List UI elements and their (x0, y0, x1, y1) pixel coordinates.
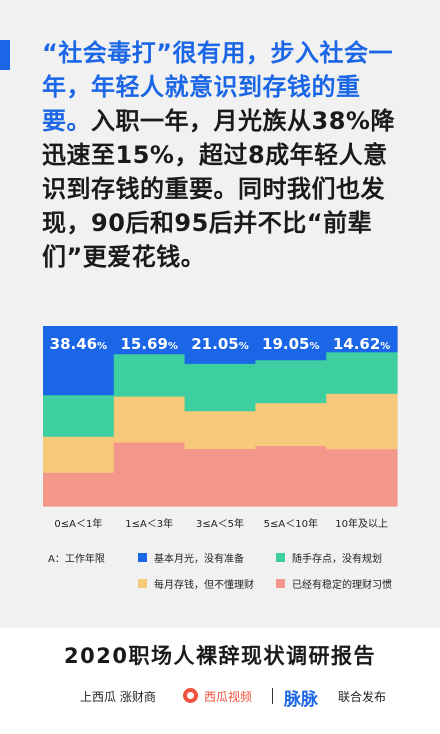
headline-highlight: “社会毒打”很有用，步入社会一年，年轻人就意识到存钱的重要。 (42, 39, 394, 135)
bar-segment-0-3 (43, 472, 115, 507)
report-title: 2020职场人裸辞现状调研报告 (64, 644, 376, 668)
stacked-bar-chart: 38.46% 0≤A＜1年 15.69% 1≤A＜3年 21.05% 3≤A＜5年 19.0… (43, 326, 398, 530)
bar-segment-3-2 (255, 403, 327, 447)
bar-segment-0-0 (43, 326, 115, 396)
legend-label: 每月存钱，但不懂理财 (154, 580, 254, 591)
legend-swatch-icon (276, 553, 285, 562)
brand-xigua-video: 西瓜视频 (204, 690, 253, 704)
bar-segment-1-1 (113, 354, 186, 398)
legend-item-3: 已经有稳定的理财习惯 (276, 576, 392, 591)
x-tick-label: 3≤A＜5年 (196, 517, 244, 530)
bar-segment-1-3 (113, 442, 186, 507)
legend-label: 已经有稳定的理财习惯 (292, 580, 392, 591)
data-label: 21.05% (191, 335, 248, 353)
data-label: 15.69% (120, 335, 177, 353)
headline: “社会毒打”很有用，步入社会一年，年轻人就意识到存钱的重要。入职一年，月光族从3… (42, 36, 402, 274)
data-label-value: 38.46 (50, 335, 97, 353)
footer: 2020职场人裸辞现状调研报告 上西瓜 涨财商 西瓜视频 脉脉 联合发布 (0, 628, 440, 734)
bar-segment-2-2 (184, 411, 256, 450)
xigua-video-logo-icon (183, 688, 198, 703)
brand-joint-release: 联合发布 (338, 690, 387, 704)
bar-segment-1-2 (113, 396, 186, 444)
data-label-value: 15.69 (120, 335, 167, 353)
brand-maimai: 脉脉 (284, 690, 318, 710)
x-tick-label: 5≤A＜10年 (264, 517, 318, 530)
bar-segment-3-0 (255, 326, 327, 361)
bar-segment-4-3 (326, 449, 398, 507)
legend-swatch-icon (138, 553, 147, 562)
brand-row: 上西瓜 涨财商 西瓜视频 脉脉 联合发布 (0, 684, 440, 710)
accent-bar (0, 40, 10, 70)
legend-label: 随手存点，没有规划 (292, 554, 382, 565)
headline-body: 入职一年，月光族从38%降迅速至15%，超过8成年轻人意识到存钱的重要。同时我们… (42, 107, 395, 271)
bar-segment-2-3 (184, 449, 256, 507)
legend: A：工作年限 基本月光，没有准备 随手存点，没有规划 每月存钱，但不懂理财 已经… (0, 544, 440, 604)
bar-segment-3-3 (255, 446, 327, 507)
bar-segment-3-1 (255, 360, 327, 404)
legend-swatch-icon (138, 579, 147, 588)
legend-item-0: 基本月光，没有准备 (138, 550, 244, 565)
brand-divider (272, 688, 273, 704)
bar-segment-4-2 (326, 393, 398, 450)
x-tick-label: 1≤A＜3年 (125, 517, 173, 530)
data-label-unit: % (168, 341, 178, 352)
legend-item-2: 每月存钱，但不懂理财 (138, 576, 254, 591)
brand-shangxigua: 上西瓜 涨财商 (80, 690, 156, 704)
data-label-unit: % (310, 341, 320, 352)
legend-swatch-icon (276, 579, 285, 588)
legend-label: 基本月光，没有准备 (154, 554, 244, 565)
data-label-value: 19.05 (262, 335, 309, 353)
data-label: 38.46% (50, 335, 107, 353)
legend-item-1: 随手存点，没有规划 (276, 550, 382, 565)
bar-segment-1-0 (113, 326, 186, 355)
x-tick-label: 10年及以上 (335, 517, 388, 530)
data-label-unit: % (380, 341, 390, 352)
bar-segment-2-1 (184, 363, 256, 412)
data-label-value: 21.05 (191, 335, 238, 353)
bar-segment-0-2 (43, 436, 115, 474)
bar-segment-0-1 (43, 395, 115, 438)
legend-title: A：工作年限 (48, 554, 105, 565)
bar-segment-4-0 (326, 326, 398, 353)
x-tick-label: 0≤A＜1年 (54, 517, 102, 530)
data-label: 19.05% (262, 335, 319, 353)
data-label: 14.62% (333, 335, 390, 353)
data-label-unit: % (97, 341, 107, 352)
data-label-unit: % (239, 341, 249, 352)
bar-segment-2-0 (184, 326, 256, 365)
data-label-value: 14.62 (333, 335, 380, 353)
bar-segment-4-1 (326, 352, 398, 395)
